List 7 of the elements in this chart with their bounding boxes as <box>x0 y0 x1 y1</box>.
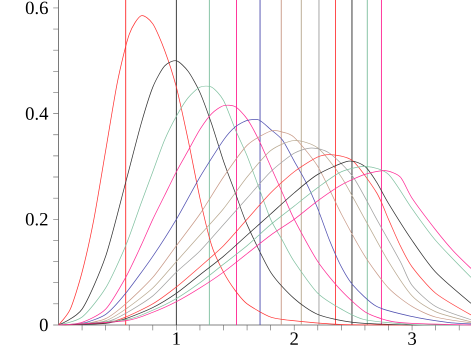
x-tick-label: 1 <box>173 332 180 345</box>
y-tick-label: 0 <box>40 318 48 332</box>
y-tick-label: 0.4 <box>26 107 48 120</box>
y-tick-label: 0.6 <box>26 2 48 14</box>
y-tick-label: 0.2 <box>26 212 48 226</box>
x-tick-label: 3 <box>408 332 416 345</box>
x-tick-label: 2 <box>290 332 298 345</box>
